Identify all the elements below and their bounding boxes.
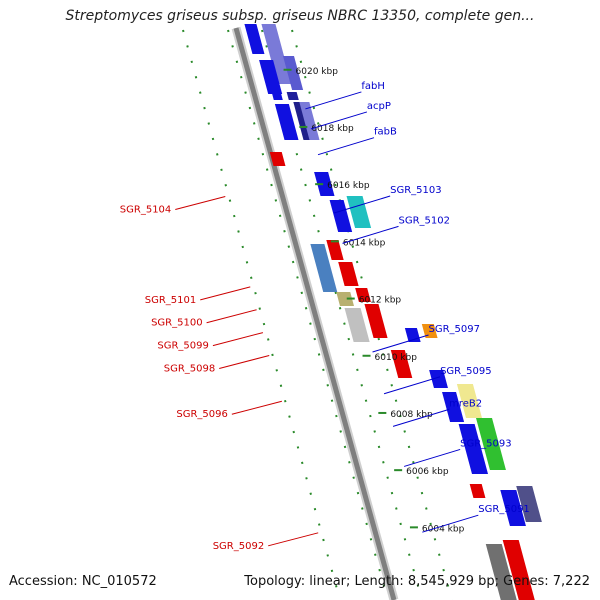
gene-box (338, 262, 359, 286)
forward-gene-label[interactable]: SGR_5093 (460, 438, 512, 449)
reverse-leader-line (212, 332, 264, 347)
gene-features (244, 24, 542, 600)
gene-box (502, 540, 535, 600)
reverse-gene-label[interactable]: SGR_5096 (176, 409, 228, 420)
tick-label: 6010 kbp (375, 353, 418, 363)
reverse-leader-line (219, 354, 270, 369)
tick-label: 6018 kbp (311, 124, 354, 134)
reverse-leader-line (200, 286, 251, 301)
reverse-leader-line (175, 195, 226, 210)
tick-label: 6020 kbp (296, 67, 339, 77)
reverse-gene-label[interactable]: SGR_5101 (145, 295, 197, 306)
tick-label: 6006 kbp (406, 467, 449, 477)
reverse-gene-label[interactable]: SGR_5092 (213, 541, 265, 552)
reverse-leader-line (268, 532, 319, 547)
reverse-gene-label[interactable]: SGR_5098 (164, 363, 216, 374)
forward-leader-line (333, 195, 391, 214)
reverse-gene-label[interactable]: SGR_5100 (151, 318, 203, 329)
forward-leader-line (305, 91, 362, 110)
tick-label: 6016 kbp (327, 181, 370, 191)
gene-box (458, 424, 489, 474)
backbone-axis (233, 27, 397, 600)
tick-label: 6004 kbp (422, 524, 465, 534)
gene-box (344, 308, 370, 342)
forward-leader-line (317, 137, 375, 156)
reverse-gene-label[interactable]: SGR_5104 (120, 204, 172, 215)
tick-label: 6012 kbp (359, 296, 402, 306)
gene-box (269, 152, 286, 166)
map-title: Streptomyces griseus subsp. griseus NBRC… (65, 8, 535, 24)
gene-box (500, 490, 526, 526)
tick-label: 6008 kbp (390, 410, 433, 420)
reverse-gene-labels: SGR_5104 SGR_5101 SGR_5100 SGR_5099 SGR_5098… (120, 195, 319, 552)
gene-box (299, 102, 320, 140)
forward-gene-label[interactable]: mreB2 (449, 398, 482, 409)
reverse-gene-label[interactable]: SGR_5099 (157, 341, 209, 352)
gene-box (421, 324, 438, 338)
gene-box (336, 292, 354, 306)
forward-leader-line (383, 376, 441, 395)
gene-box (456, 384, 483, 418)
forward-leader-line (403, 448, 461, 467)
gene-box (355, 288, 371, 302)
reverse-leader-line (231, 400, 282, 415)
gene-box (364, 304, 388, 338)
gene-box (244, 24, 265, 54)
gene-box (286, 92, 299, 100)
gene-box (283, 56, 304, 90)
accession-label: Accession: NC_010572 (9, 574, 157, 589)
gene-box (314, 172, 335, 196)
gene-box (485, 544, 517, 600)
tick-label: 6014 kbp (343, 238, 386, 248)
forward-leader-line (392, 408, 450, 427)
forward-gene-label[interactable]: acpP (367, 101, 391, 112)
gene-box (259, 60, 283, 94)
gene-box (326, 240, 344, 260)
gene-box (274, 104, 299, 140)
gene-box (310, 244, 338, 292)
gene-box (469, 484, 486, 498)
gene-box (429, 370, 448, 388)
forward-leader-line (310, 111, 368, 130)
forward-gene-label[interactable]: SGR_5102 (399, 215, 451, 226)
forward-gene-label[interactable]: SGR_5091 (478, 504, 530, 515)
gene-box (476, 418, 506, 470)
gene-box (346, 196, 372, 228)
forward-leader-line (422, 514, 479, 533)
forward-gene-label[interactable]: SGR_5095 (440, 366, 492, 377)
gene-box (516, 486, 542, 522)
gene-box (390, 350, 413, 378)
gene-box (271, 92, 283, 100)
forward-gene-label[interactable]: SGR_5097 (429, 324, 481, 335)
forward-gene-labels: fabH acpP fabB SGR_5103 SGR_5102 SGR_5097 SGR_… (305, 81, 530, 533)
genome-stats-label: Topology: linear; Length: 8,545,929 bp; … (244, 574, 590, 589)
forward-gene-label[interactable]: fabB (374, 127, 397, 138)
gene-box (329, 200, 353, 232)
forward-leader-line (342, 225, 399, 244)
reverse-leader-line (206, 309, 257, 324)
tick-layer: 6020 kbp 6018 kbp 6016 kbp 6014 kbp 6012 kbp… (283, 67, 465, 534)
forward-leader-line (372, 334, 429, 353)
gene-box (442, 392, 465, 422)
forward-gene-label[interactable]: SGR_5103 (390, 185, 442, 196)
forward-gene-label[interactable]: fabH (361, 81, 385, 92)
